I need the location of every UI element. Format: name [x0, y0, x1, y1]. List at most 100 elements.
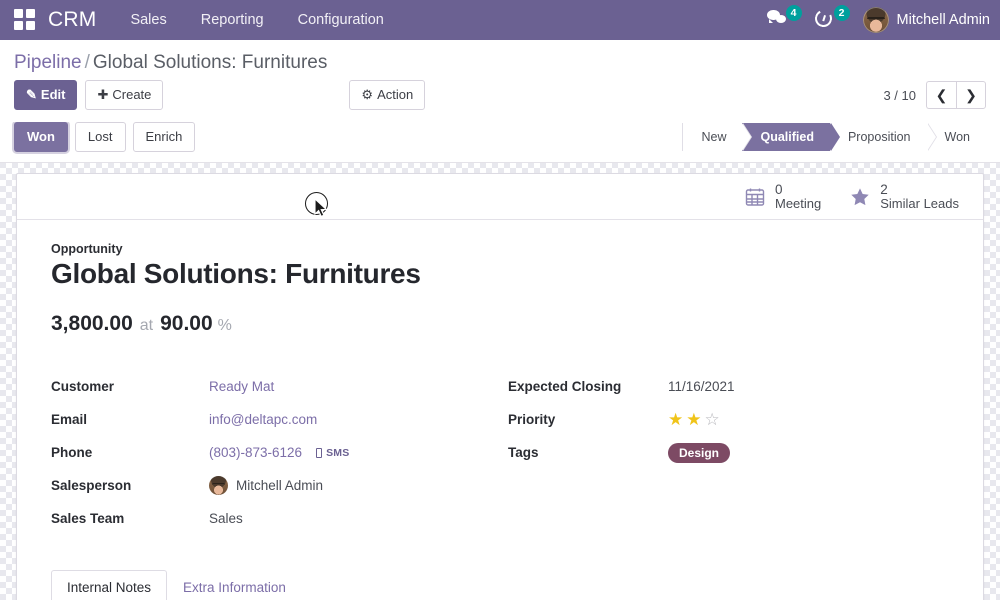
chat-bubble-small [775, 15, 786, 23]
app-brand-crm[interactable]: CRM [48, 8, 97, 31]
probability-value[interactable]: 90.00 [160, 312, 213, 335]
phone-icon [316, 447, 323, 458]
stage-proposition[interactable]: Proposition [829, 123, 937, 151]
star-icon [849, 186, 871, 208]
similar-leads-count: 2 [880, 181, 888, 197]
field-sales-team-value[interactable]: Sales [209, 511, 243, 526]
pager-previous-button[interactable]: ❮ [926, 81, 956, 109]
field-customer-label: Customer [51, 379, 115, 394]
sms-label: SMS [326, 446, 350, 459]
meeting-stat-button[interactable]: 0 Meeting [730, 182, 835, 212]
revenue-row: 3,800.00 at 90.00% [51, 312, 949, 336]
breadcrumb-pipeline-link[interactable]: Pipeline [14, 52, 82, 73]
fields-container: Customer Ready Mat Email info@deltapc.co… [51, 370, 949, 535]
action-button[interactable]: ⚙ Action [349, 80, 426, 110]
field-customer: Customer Ready Mat [51, 370, 500, 403]
notebook-tabs: Internal Notes Extra Information [51, 569, 949, 600]
field-salesperson-label: Salesperson [51, 478, 132, 493]
field-email: Email info@deltapc.com [51, 403, 500, 436]
field-priority: Priority ★ ★ ☆ [508, 403, 949, 436]
edit-button[interactable]: ✎ Edit [14, 80, 78, 110]
user-avatar[interactable] [862, 7, 889, 33]
page-title[interactable]: Global Solutions: Furnitures [51, 258, 421, 289]
pager-buttons: ❮ ❯ [926, 81, 986, 109]
pager-group: 3 / 10 ❮ ❯ [883, 81, 986, 109]
mark-lost-button[interactable]: Lost [74, 122, 126, 152]
clock-icon [812, 7, 834, 30]
field-tags: Tags Design [508, 436, 949, 469]
fields-left-column: Customer Ready Mat Email info@deltapc.co… [51, 370, 500, 535]
star-filled-icon[interactable]: ★ [668, 410, 684, 429]
similar-leads-stat-text: 2 Similar Leads [880, 182, 959, 212]
field-sales-team: Sales Team Sales [51, 502, 500, 535]
tab-extra-information[interactable]: Extra Information [183, 580, 286, 595]
menu-reporting[interactable]: Reporting [200, 12, 264, 28]
chevron-right-icon: ❯ [965, 86, 977, 103]
status-bar: Won Lost Enrich New Qualified Propositio… [0, 122, 1000, 163]
enrich-button[interactable]: Enrich [132, 122, 196, 152]
priority-stars[interactable]: ★ ★ ☆ [668, 411, 720, 428]
fields-right-column: Expected Closing 11/16/2021 Priority ★ ★… [500, 370, 949, 535]
edit-button-label: Edit [40, 87, 66, 102]
chat-bubble-large [766, 10, 780, 23]
sheet-wrapper: 0 Meeting 2 Similar Leads [0, 163, 1000, 600]
field-salesperson-value[interactable]: Mitchell Admin [236, 478, 324, 493]
sheet-body: Opportunity Global Solutions: Furnitures… [17, 220, 983, 535]
control-panel-buttons: ✎ Edit ✚ Create ⚙ Action 3 / 10 ❮ ❯ [14, 80, 986, 122]
apps-grid-square [14, 9, 23, 18]
tab-internal-notes[interactable]: Internal Notes [51, 570, 168, 600]
star-outline-icon[interactable]: ☆ [704, 410, 720, 429]
field-phone-value[interactable]: (803)-873-6126 [209, 445, 303, 460]
breadcrumb: Pipeline / Global Solutions: Furnitures [14, 40, 986, 80]
salesperson-avatar [209, 476, 228, 495]
similar-leads-stat-button[interactable]: 2 Similar Leads [835, 182, 973, 212]
apps-grid-square [26, 9, 35, 18]
tag-design[interactable]: Design [668, 442, 731, 463]
chat-bubble-icon [766, 8, 791, 28]
activities-count-badge: 2 [833, 5, 850, 21]
create-button-label: Create [112, 87, 152, 102]
field-phone-label: Phone [51, 445, 93, 460]
field-expected-closing-value[interactable]: 11/16/2021 [668, 379, 735, 394]
breadcrumb-separator: / [84, 52, 90, 73]
messages-button[interactable]: 4 [766, 5, 802, 32]
stage-new[interactable]: New [683, 123, 753, 151]
menu-configuration[interactable]: Configuration [297, 12, 384, 28]
send-sms-button[interactable]: SMS [316, 447, 349, 459]
pager-next-button[interactable]: ❯ [956, 81, 986, 109]
calendar-icon [744, 186, 766, 208]
field-customer-value[interactable]: Ready Mat [209, 379, 275, 394]
user-menu-name[interactable]: Mitchell Admin [896, 12, 990, 28]
chevron-left-icon: ❮ [935, 86, 948, 103]
top-navbar: CRM Sales Reporting Configuration 4 2 Mi… [0, 0, 1000, 40]
star-filled-icon[interactable]: ★ [686, 410, 702, 429]
activities-button[interactable]: 2 [812, 5, 850, 32]
percent-symbol: % [217, 317, 232, 334]
action-button-wrapper: ⚙ Action [349, 80, 433, 110]
at-label: at [139, 317, 154, 334]
control-panel: Pipeline / Global Solutions: Furnitures ✎ E… [0, 40, 1000, 122]
stat-button-box: 0 Meeting 2 Similar Leads [17, 174, 983, 220]
mark-won-button[interactable]: Won [14, 122, 68, 152]
field-email-value[interactable]: info@deltapc.com [209, 412, 318, 427]
pager-text: 3 / 10 [883, 87, 916, 103]
field-priority-label: Priority [508, 412, 556, 427]
expected-revenue-value[interactable]: 3,800.00 [51, 312, 133, 335]
stage-pipeline: New Qualified Proposition Won [682, 123, 986, 151]
field-expected-closing: Expected Closing 11/16/2021 [508, 370, 949, 403]
stage-qualified[interactable]: Qualified [742, 123, 841, 151]
similar-leads-label: Similar Leads [880, 195, 959, 211]
stage-won[interactable]: Won [926, 123, 986, 151]
create-button[interactable]: ✚ Create [85, 80, 164, 110]
messages-count-badge: 4 [785, 5, 802, 21]
meeting-stat-text: 0 Meeting [775, 182, 821, 212]
record-sheet: 0 Meeting 2 Similar Leads [16, 173, 984, 600]
field-email-label: Email [51, 412, 88, 427]
apps-grid-icon[interactable] [14, 9, 36, 31]
plus-icon: ✚ [97, 87, 109, 102]
field-tags-label: Tags [508, 445, 539, 460]
breadcrumb-current: Global Solutions: Furnitures [92, 52, 328, 73]
menu-sales[interactable]: Sales [130, 12, 167, 28]
apps-grid-square [26, 21, 35, 30]
